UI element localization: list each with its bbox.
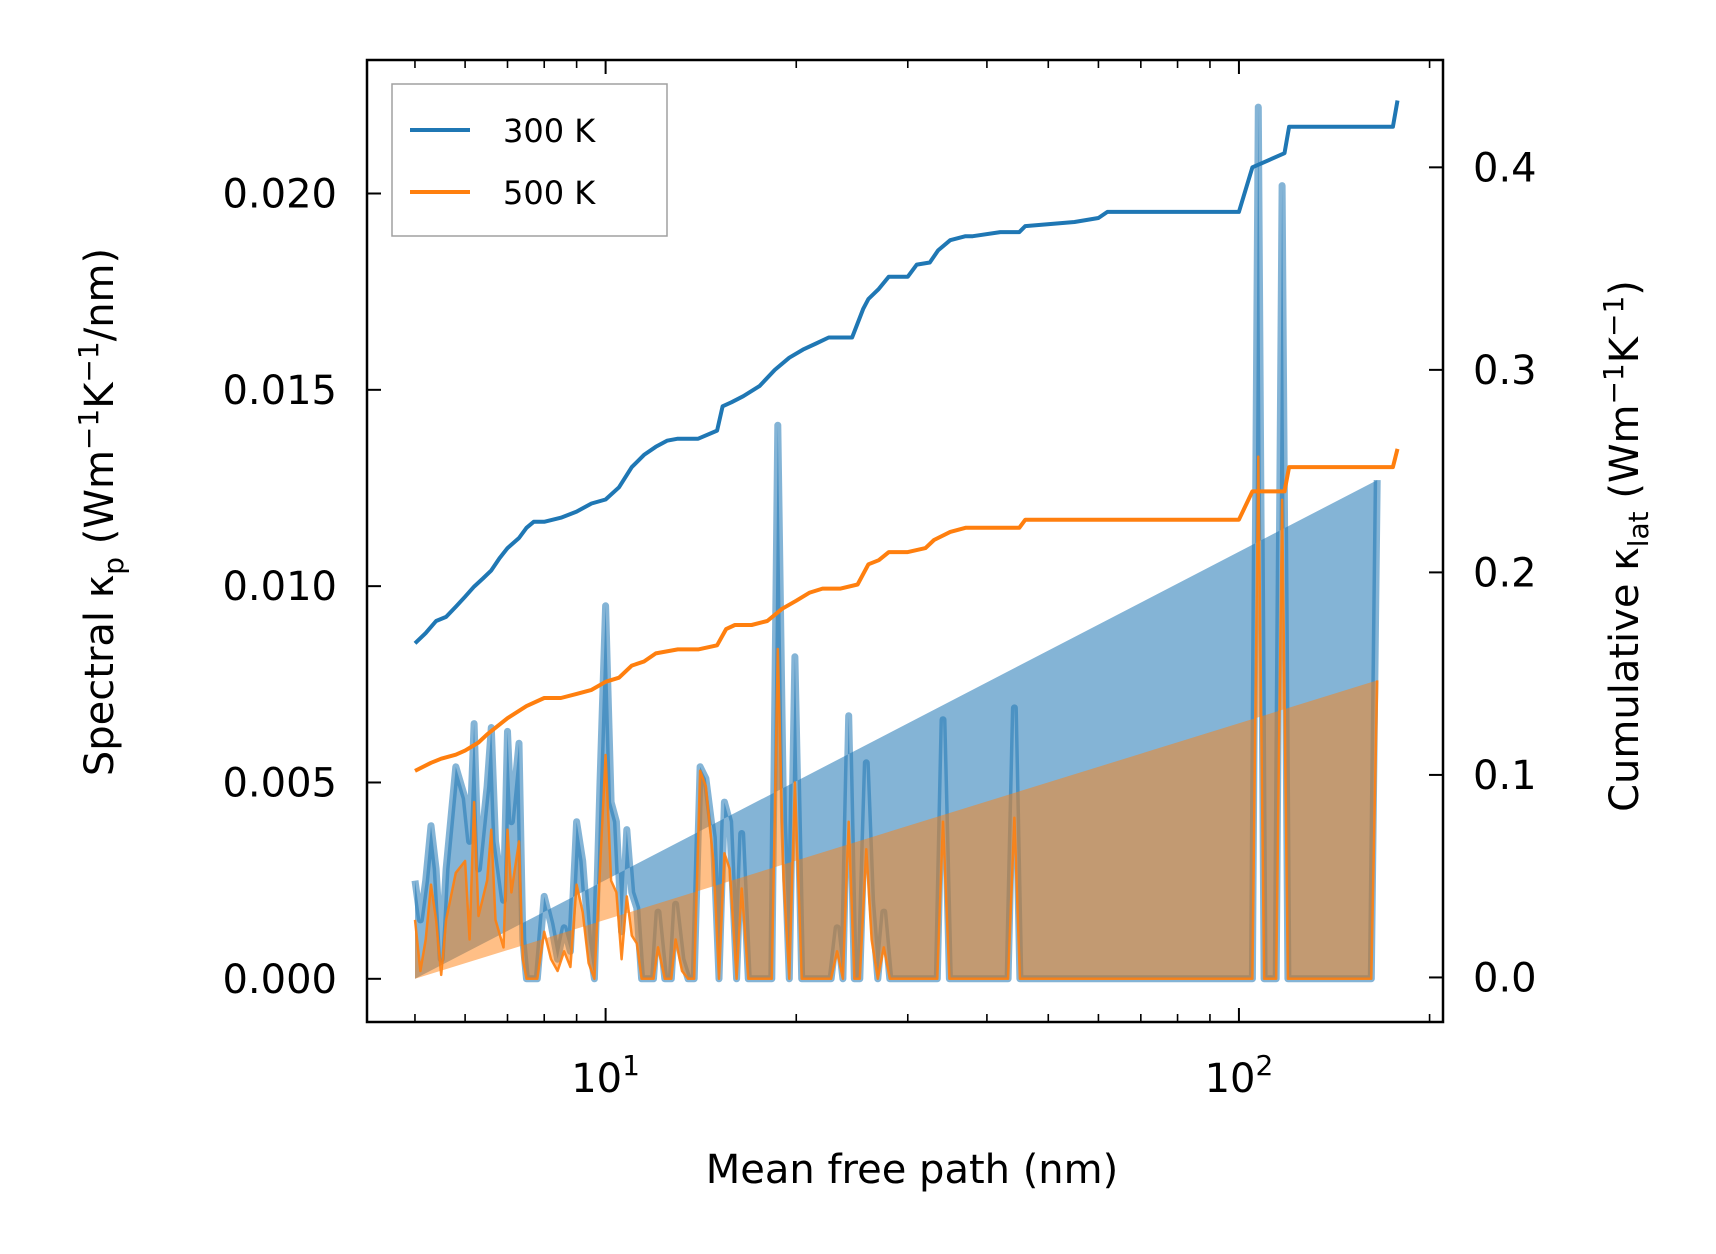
y-left-tick-label: 0.005	[222, 760, 337, 806]
spectral-line-500-k	[413, 455, 1379, 981]
y-right-label-unit-c: )	[1602, 280, 1648, 296]
y-axis-left-label: Spectral κp (Wm−1K−1/nm)	[72, 248, 130, 776]
y-right-label-sub: lat	[1622, 511, 1655, 547]
y-left-tick-label: 0.020	[222, 172, 337, 218]
x-axis-label: Mean free path (nm)	[706, 1147, 1118, 1193]
x-tick-base: 10	[1205, 1056, 1256, 1102]
y-left-label-sub: p	[97, 557, 130, 575]
legend-label: 500 K	[503, 174, 596, 212]
y-left-label-unit-c: /nm)	[77, 248, 123, 341]
y-right-label-prefix: Cumulative κ	[1602, 547, 1648, 812]
x-tick-exponent: 2	[1255, 1049, 1273, 1082]
y-left-tick-label: 0.000	[222, 957, 337, 1003]
spectral-area-500-k	[415, 456, 1378, 979]
legend: 300 K 500 K	[391, 83, 668, 237]
axes-frame	[365, 58, 1445, 1024]
cumulative-line-500-k	[414, 448, 1400, 773]
y-left-label-prefix: Spectral κ	[77, 575, 123, 776]
y-left-label-sup1: −1	[72, 409, 105, 450]
y-left-tick-label: 0.015	[222, 368, 337, 414]
axes: 0.000 0.005 0.010 0.015 0.020 0.0 0.1 0.2 0.3 0.4…	[222, 58, 1537, 1102]
x-tick-exponent: 1	[622, 1049, 640, 1082]
y-right-label-unit-a: (Wm	[1602, 405, 1648, 512]
y-right-tick-label: 0.1	[1473, 753, 1537, 799]
y-right-label-unit-b: K	[1602, 335, 1648, 363]
y-left-label-unit-b: K	[77, 381, 123, 409]
y-right-label-sup2: −1	[1597, 296, 1630, 337]
x-tick-label: 101	[571, 1049, 640, 1102]
cumulative-line-300-k	[413, 100, 1400, 645]
y-axis-right-label: Cumulative κlat (Wm−1K−1)	[1597, 280, 1655, 812]
y-left-label-unit-a: (Wm	[77, 450, 123, 557]
y-left-tick-label: 0.010	[222, 564, 337, 610]
y-left-label-sup2: −1	[72, 341, 105, 382]
y-right-label-sup1: −1	[1597, 363, 1630, 404]
y-right-tick-label: 0.3	[1473, 348, 1537, 394]
legend-label: 300 K	[503, 112, 596, 150]
x-tick-label: 102	[1205, 1049, 1274, 1102]
plot-area	[411, 100, 1400, 983]
y-right-tick-label: 0.0	[1473, 955, 1537, 1001]
x-tick-base: 10	[571, 1056, 622, 1102]
y-right-tick-label: 0.2	[1473, 550, 1537, 596]
y-right-tick-label: 0.4	[1473, 145, 1537, 191]
legend-box	[391, 83, 668, 237]
